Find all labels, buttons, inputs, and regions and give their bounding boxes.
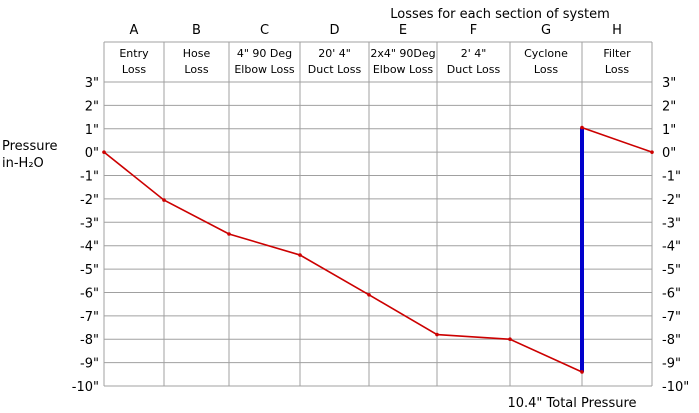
- data-point: [580, 125, 584, 130]
- column-letter: F: [470, 23, 477, 38]
- y-tick-label: 2": [85, 99, 99, 114]
- column-letter: E: [399, 23, 407, 38]
- column-letter: A: [130, 23, 139, 38]
- y-tick-label: 3": [85, 76, 99, 91]
- y-tick-label: -8": [662, 333, 681, 348]
- y-axis-label-line1: Pressure: [2, 139, 58, 154]
- y-tick-label: -7": [80, 310, 99, 325]
- y-axis-left-ticks: 3" 2" 1" 0" -1" -2" -3" -4" -5" -6" -7" -8" -9" -10": [72, 76, 99, 395]
- y-tick-label: 0": [662, 146, 676, 161]
- data-point: [435, 332, 439, 337]
- column-label: 4" 90 Deg: [237, 47, 292, 60]
- column-label: Entry: [119, 47, 149, 60]
- y-tick-label: 1": [662, 123, 676, 138]
- y-tick-label: -5": [662, 263, 681, 278]
- y-tick-label: -4": [662, 240, 681, 255]
- y-tick-label: 1": [85, 123, 99, 138]
- column-letter: C: [260, 23, 269, 38]
- y-tick-label: -2": [80, 193, 99, 208]
- column-label: Cyclone: [524, 47, 568, 60]
- column-letters: A B C D E F G H: [130, 23, 622, 38]
- column-label: Elbow Loss: [234, 63, 295, 76]
- column-label: 2' 4": [461, 47, 487, 60]
- column-label: Loss: [184, 63, 208, 76]
- data-point: [227, 232, 231, 236]
- total-pressure-label: 10.4" Total Pressure: [507, 396, 636, 411]
- data-point: [508, 337, 512, 342]
- y-tick-label: -3": [80, 216, 99, 231]
- column-letter: H: [612, 23, 622, 38]
- data-point: [162, 198, 166, 202]
- column-label: Loss: [605, 63, 629, 76]
- grid-lines: [103, 41, 653, 387]
- y-tick-label: -10": [662, 380, 689, 395]
- y-tick-label: -6": [80, 286, 99, 301]
- loss-line: [581, 126, 653, 153]
- loss-series: [102, 125, 654, 374]
- data-point: [650, 150, 654, 154]
- y-tick-label: -10": [72, 380, 99, 395]
- loss-line: [103, 151, 583, 373]
- y-tick-label: -4": [80, 240, 99, 255]
- y-tick-label: -6": [662, 286, 681, 301]
- data-point: [102, 150, 106, 154]
- y-tick-label: -9": [662, 357, 681, 372]
- column-label: Filter: [603, 47, 631, 60]
- y-tick-label: 2": [662, 99, 676, 114]
- column-letter: D: [329, 23, 339, 38]
- column-label: 2x4" 90Deg: [370, 47, 435, 60]
- y-axis-right-ticks: 3" 2" 1" 0" -1" -2" -3" -4" -5" -6" -7" -8" -9" -10": [662, 76, 689, 395]
- column-label: Duct Loss: [308, 63, 362, 76]
- y-tick-label: 3": [662, 76, 676, 91]
- data-point: [298, 253, 302, 257]
- y-tick-label: -2": [662, 193, 681, 208]
- column-labels: Entry Loss Hose Loss 4" 90 Deg Elbow Loss 20' …: [119, 47, 631, 76]
- y-tick-label: -7": [662, 310, 681, 325]
- y-tick-label: -3": [662, 216, 681, 231]
- data-point: [580, 370, 584, 374]
- y-tick-label: -1": [662, 170, 681, 185]
- y-tick-label: -5": [80, 263, 99, 278]
- data-point: [367, 293, 371, 297]
- y-tick-label: -8": [80, 333, 99, 348]
- column-label: Loss: [534, 63, 558, 76]
- column-label: 20' 4": [318, 47, 351, 60]
- column-letter: G: [541, 23, 551, 38]
- column-label: Loss: [122, 63, 146, 76]
- column-label: Elbow Loss: [373, 63, 434, 76]
- column-label: Duct Loss: [447, 63, 501, 76]
- y-axis-label-line2: in-H₂O: [2, 156, 44, 171]
- column-letter: B: [192, 23, 201, 38]
- chart-title: Losses for each section of system: [390, 7, 610, 22]
- y-tick-label: 0": [85, 146, 99, 161]
- column-label: Hose: [183, 47, 211, 60]
- y-tick-label: -1": [80, 170, 99, 185]
- y-tick-label: -9": [80, 357, 99, 372]
